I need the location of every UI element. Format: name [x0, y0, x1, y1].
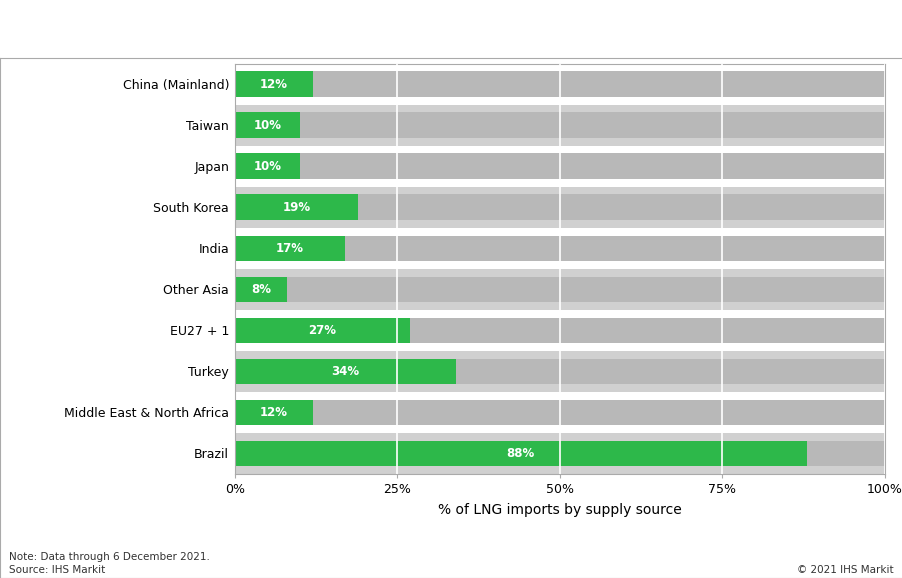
Bar [235, 105, 884, 146]
Text: 88%: 88% [506, 447, 534, 460]
Bar [235, 310, 884, 351]
Bar [235, 317, 410, 343]
Bar [235, 269, 884, 310]
Bar [235, 235, 345, 261]
Bar [235, 399, 312, 425]
Bar [235, 112, 884, 138]
Bar [235, 358, 884, 384]
Text: 34%: 34% [331, 365, 359, 378]
Bar [235, 153, 884, 179]
Text: Dependence on US LNG by select region, 2021: Dependence on US LNG by select region, 2… [9, 20, 500, 38]
Bar [235, 235, 884, 261]
Bar [235, 276, 884, 302]
Text: 10%: 10% [253, 118, 281, 132]
Text: 19%: 19% [282, 201, 310, 214]
Text: 12%: 12% [260, 77, 288, 91]
Bar [235, 64, 884, 105]
Bar [235, 358, 456, 384]
Bar [235, 71, 312, 97]
Bar [235, 71, 884, 97]
Bar [235, 112, 299, 138]
Text: © 2021 IHS Markit: © 2021 IHS Markit [796, 565, 893, 575]
Bar [235, 146, 884, 187]
Text: Note: Data through 6 December 2021.
Source: IHS Markit: Note: Data through 6 December 2021. Sour… [9, 552, 209, 575]
Bar [235, 317, 884, 343]
Bar [235, 187, 884, 228]
Bar [235, 351, 884, 392]
Bar [235, 194, 358, 220]
Bar [235, 228, 884, 269]
Bar [235, 153, 299, 179]
Text: 12%: 12% [260, 406, 288, 419]
Text: 27%: 27% [308, 324, 336, 337]
Bar [235, 440, 884, 466]
Bar [235, 194, 884, 220]
Text: 17%: 17% [276, 242, 304, 255]
Bar [235, 440, 806, 466]
X-axis label: % of LNG imports by supply source: % of LNG imports by supply source [437, 503, 681, 517]
Bar [235, 392, 884, 433]
Bar [235, 276, 287, 302]
Text: 10%: 10% [253, 160, 281, 173]
Bar [235, 433, 884, 474]
Bar [235, 399, 884, 425]
Text: 8%: 8% [251, 283, 271, 296]
